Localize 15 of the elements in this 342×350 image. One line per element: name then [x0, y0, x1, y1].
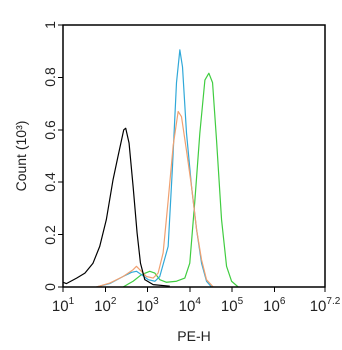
y-tick-label: 1 — [42, 21, 58, 29]
y-tick-label: 0 — [42, 283, 58, 291]
x-tick-label: 10$^{1}$ — [52, 296, 74, 315]
y-axis-title: Count (10³) — [13, 120, 29, 192]
x-tick-label: 10$^{4}$ — [178, 296, 201, 315]
x-tick-label: 10$^{6}$ — [263, 296, 286, 315]
x-tick-label: 10$^{2}$ — [94, 296, 116, 315]
y-tick-label: 0.2 — [42, 224, 58, 244]
y-tick-label: 0.6 — [42, 120, 58, 140]
x-axis-title: PE-H — [177, 328, 211, 344]
x-tick-label: 10$^{7.2}$ — [310, 296, 340, 315]
x-tick-label: 10$^{5}$ — [220, 296, 244, 315]
y-tick-label: 0.4 — [42, 172, 58, 192]
y-tick-label: 0.8 — [42, 68, 58, 88]
x-tick-label: 10$^{3}$ — [136, 296, 159, 315]
